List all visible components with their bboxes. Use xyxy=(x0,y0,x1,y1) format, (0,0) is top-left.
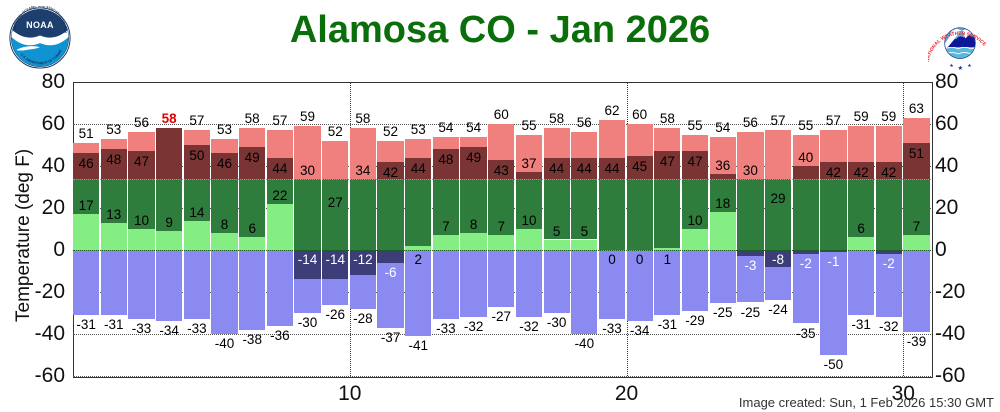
svg-text:NOAA: NOAA xyxy=(26,20,54,30)
